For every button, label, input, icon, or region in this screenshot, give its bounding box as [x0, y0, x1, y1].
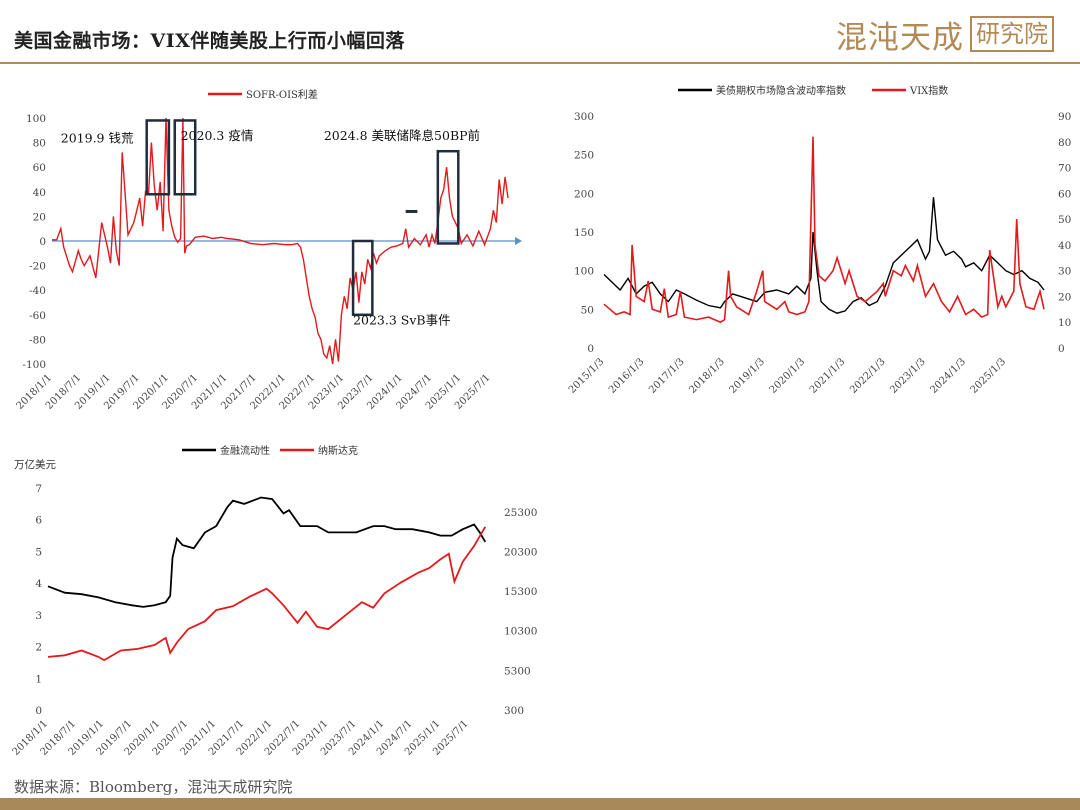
y-tick-label: -80 — [29, 334, 46, 346]
legend-liquidity-text: 金融流动性 — [220, 444, 270, 457]
y-tick-label-right: 40 — [1058, 240, 1071, 252]
series-vix-line — [603, 136, 1045, 324]
y-tick-label-right: 50 — [1058, 214, 1071, 226]
x-tick-label: 2015/1/3 — [567, 356, 607, 396]
footer-bar — [0, 798, 1080, 810]
annotation-box — [145, 119, 171, 196]
y-tick-label-left: 0 — [587, 343, 594, 355]
x-tick-label: 2020/1/3 — [768, 356, 808, 396]
x-tick-label: 2025/1/3 — [969, 356, 1009, 396]
x-tick-label: 2024/1/3 — [928, 356, 968, 396]
y-tick-label-right: 5300 — [504, 665, 531, 677]
annotation-label: 2019.9 钱荒 — [61, 131, 134, 146]
y-tick-label-left: 100 — [574, 266, 594, 278]
y-tick-label-left: 5 — [35, 546, 42, 558]
y-tick-label: -40 — [29, 285, 46, 297]
y-tick-label: -100 — [22, 359, 46, 371]
y-tick-label-left: 1 — [35, 673, 42, 685]
y-tick-label-right: 15300 — [504, 586, 537, 598]
annotation-box — [351, 239, 374, 317]
y-tick-label: 100 — [26, 113, 46, 125]
annotation-box — [173, 119, 197, 196]
x-tick-label: 2016/1/3 — [607, 356, 647, 396]
y-tick-label-right: 30 — [1058, 266, 1071, 278]
page-title: 美国金融市场：VIX伴随美股上行而小幅回落 — [14, 30, 405, 52]
x-tick-label: 2018/1/3 — [687, 356, 727, 396]
x-tick-label: 2021/1/3 — [808, 356, 848, 396]
sofr-ois-chart: SOFR-OIS利差 100 80 60 40 20 0 -20 -40 -60 -80 -100 20… — [15, 88, 522, 412]
y-tick-label-left: 300 — [574, 111, 594, 123]
y-tick-label: 0 — [39, 236, 46, 248]
source-note: 数据来源：Bloomberg，混沌天成研究院 — [14, 778, 293, 796]
y-tick-label-left: 7 — [35, 483, 42, 495]
x-tick-label: 2017/1/3 — [647, 356, 687, 396]
y-tick-label-right: 80 — [1058, 137, 1071, 149]
y-tick-label-left: 3 — [35, 610, 42, 622]
y-tick-label-right: 300 — [504, 705, 524, 717]
annotation-label: 2020.3 疫情 — [181, 128, 254, 143]
y-tick-label: 40 — [33, 187, 46, 199]
vix-chart: 美债期权市场隐含波动率指数 VIX指数3002502001501005009080… — [567, 84, 1072, 396]
y-tick-label-right: 10 — [1058, 317, 1071, 329]
brand-name: 混沌天成 — [836, 19, 964, 56]
brand-logo: 混沌天成 研究院 — [836, 14, 1054, 56]
y-unit-label: 万亿美元 — [14, 458, 56, 471]
y-tick-label-right: 10300 — [504, 626, 537, 638]
legend-vix-text: VIX指数 — [909, 84, 948, 97]
y-tick-label-right: 25300 — [504, 507, 537, 519]
y-tick-label-left: 2 — [35, 642, 42, 654]
y-tick-label: 20 — [33, 211, 46, 223]
header-rule — [0, 62, 1080, 64]
y-tick-label-left: 200 — [574, 188, 594, 200]
series-liquidity-line — [47, 496, 487, 608]
y-tick-label-left: 50 — [581, 304, 594, 316]
y-tick-label-right: 60 — [1058, 188, 1071, 200]
x-tick-label: 2022/1/3 — [848, 356, 888, 396]
legend-sofr-text: SOFR-OIS利差 — [246, 88, 318, 101]
y-tick-label: 80 — [33, 138, 46, 150]
y-tick-label-right: 0 — [1058, 343, 1065, 355]
x-tick-label: 2023/1/3 — [888, 356, 928, 396]
series-nasdaq-line — [47, 526, 487, 662]
y-tick-label: -60 — [29, 310, 46, 322]
y-tick-label-right: 90 — [1058, 111, 1071, 123]
annotation-label: 2023.3 SvB事件 — [353, 313, 451, 328]
y-tick-label: -20 — [29, 261, 46, 273]
y-tick-label-right: 20300 — [504, 546, 537, 558]
x-tick-label: 2019/1/3 — [728, 356, 768, 396]
annotation-label: 2024.8 美联储降息50BP前 — [324, 128, 480, 143]
series-move-line — [603, 197, 1045, 314]
annotation-box — [436, 149, 460, 245]
y-tick-label-left: 150 — [574, 227, 594, 239]
y-tick-label-left: 6 — [35, 515, 42, 527]
y-tick-label-left: 4 — [35, 578, 42, 590]
legend-move-text: 美债期权市场隐含波动率指数 — [716, 84, 846, 97]
y-tick-label-right: 70 — [1058, 163, 1071, 175]
y-tick-label: 60 — [33, 162, 46, 174]
axis-arrow-icon — [515, 237, 522, 245]
y-tick-label-right: 20 — [1058, 291, 1071, 303]
brand-seal: 研究院 — [970, 16, 1054, 52]
y-tick-label-left: 250 — [574, 150, 594, 162]
legend-nasdaq-text: 纳斯达克 — [318, 444, 358, 457]
y-tick-label-left: 0 — [35, 705, 42, 717]
series-sofr-ois-line — [52, 117, 509, 365]
